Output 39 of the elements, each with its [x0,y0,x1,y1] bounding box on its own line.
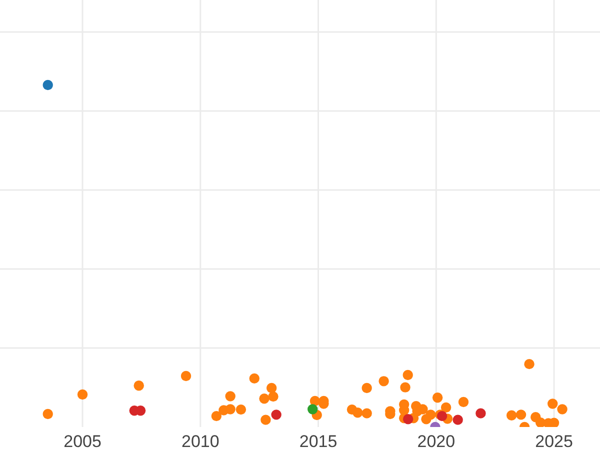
point [506,410,517,420]
point [440,402,452,413]
point [352,408,363,418]
point [42,408,53,420]
point [557,404,568,414]
point [266,382,277,394]
point [402,370,413,380]
point [225,391,236,402]
point [249,373,260,384]
x-tick-label: 2005 [64,432,102,450]
point [476,408,486,418]
point [271,410,282,420]
point [225,404,236,414]
x-tick-label: 2025 [535,432,573,450]
point [524,358,534,370]
x-tick-label: 2010 [181,432,220,450]
x-tick-label: 2015 [299,432,338,450]
point [236,404,246,415]
point [180,370,192,382]
point [516,410,526,420]
point [211,410,222,422]
point [548,398,558,409]
point [378,376,389,386]
point [268,391,278,402]
point [458,396,469,408]
point [402,414,414,424]
point [308,404,318,414]
point [400,382,410,392]
point [260,414,271,425]
point [426,410,436,420]
point [259,394,270,404]
point [42,80,53,90]
x-tick-label: 2020 [417,432,456,450]
point [432,392,443,403]
point [77,389,88,400]
point [362,408,372,418]
point [452,414,463,425]
point [134,380,144,391]
point [362,382,372,394]
